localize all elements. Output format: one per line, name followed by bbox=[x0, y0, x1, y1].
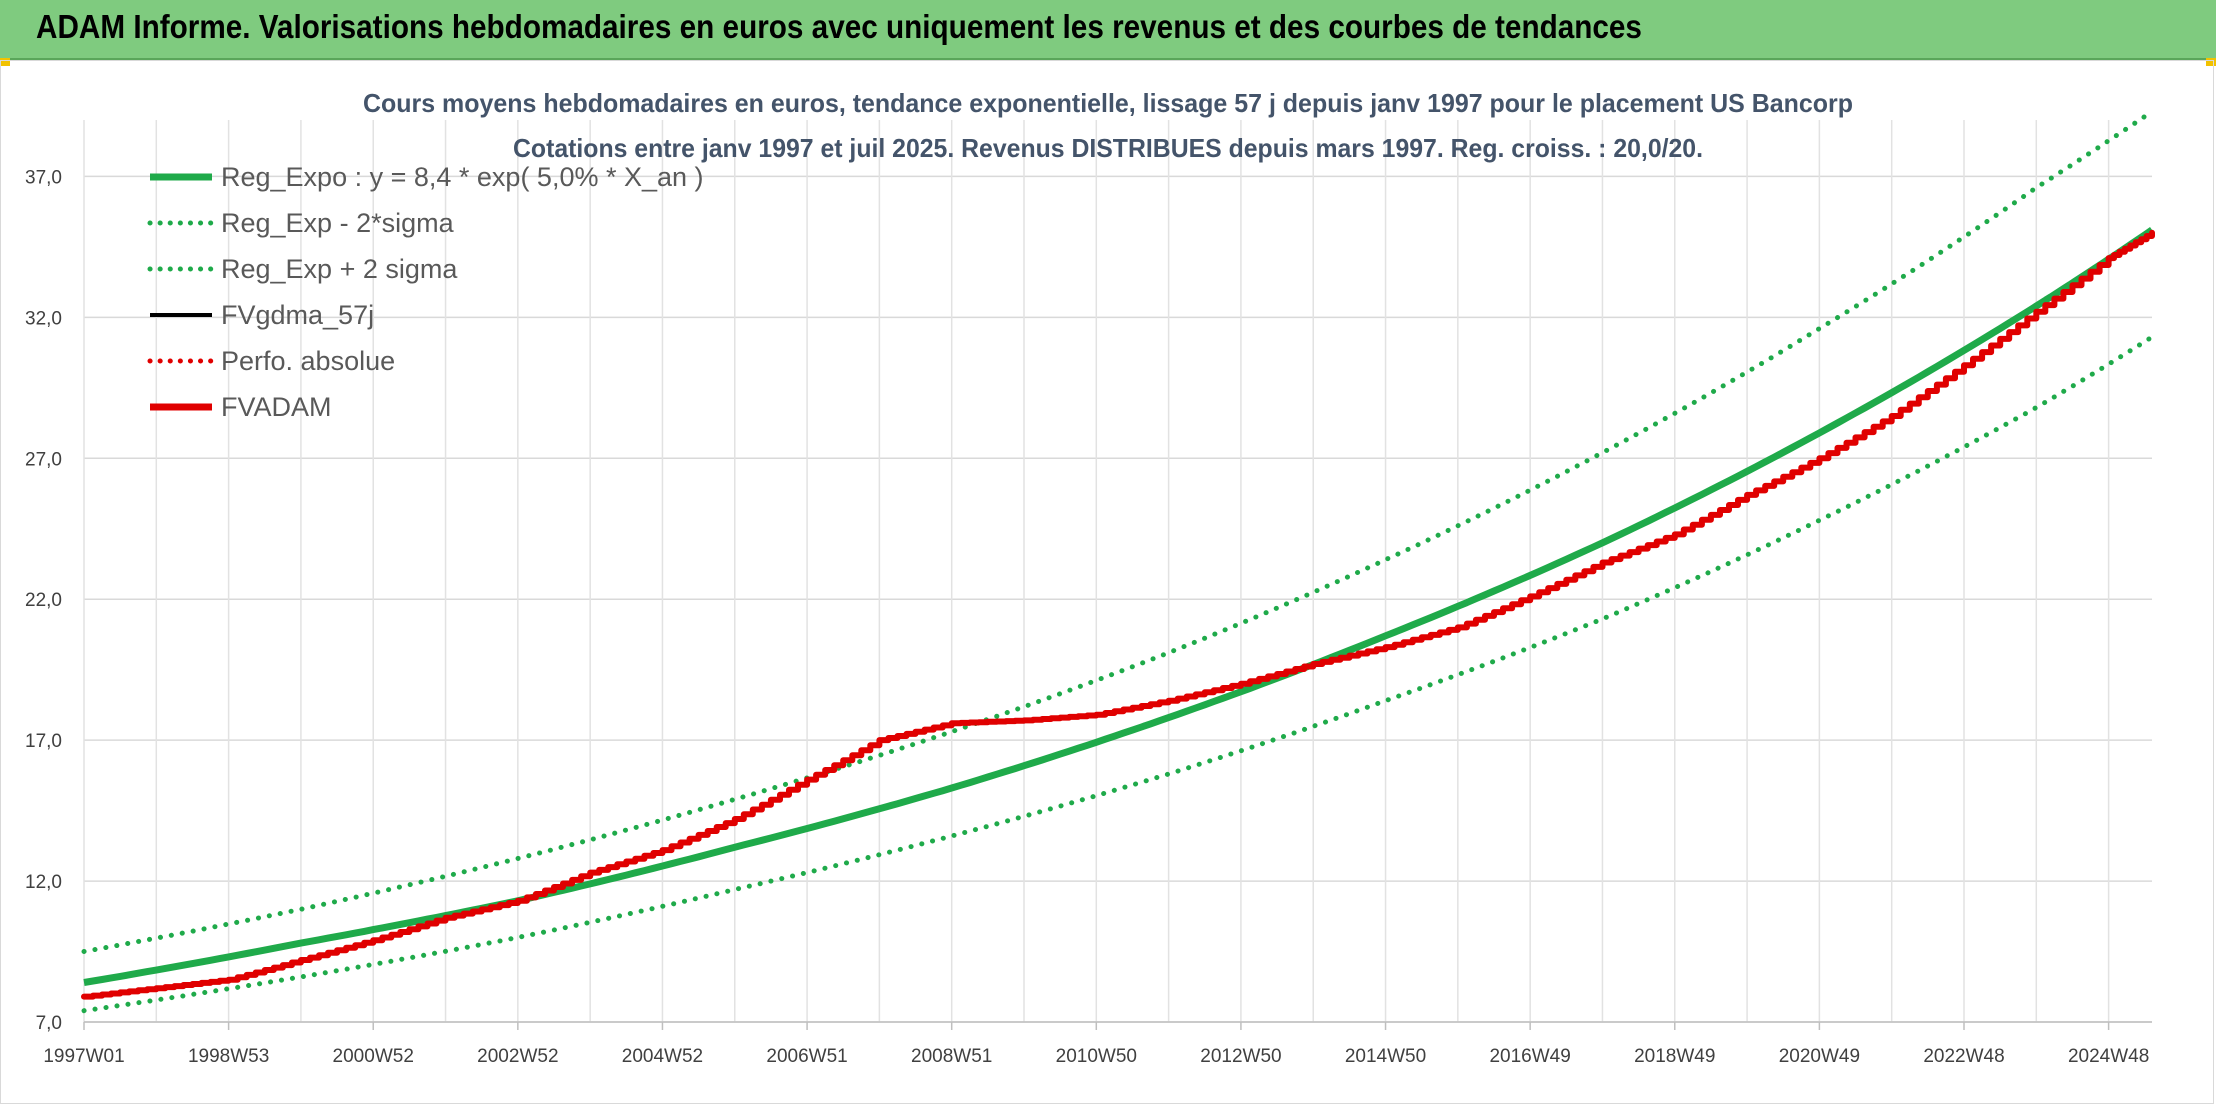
page-title: ADAM Informe. Valorisations hebdomadaire… bbox=[36, 8, 1642, 45]
x-tick-label: 2008W51 bbox=[911, 1046, 992, 1067]
series-line-reg-exp-2-sigma bbox=[81, 334, 2155, 1014]
chart-title-line2: Cotations entre janv 1997 et juil 2025. … bbox=[513, 133, 1703, 163]
y-tick-label: 32,0 bbox=[25, 308, 62, 329]
header-bar: ADAM Informe. Valorisations hebdomadaire… bbox=[0, 0, 2216, 60]
x-tick-label: 2004W52 bbox=[622, 1046, 703, 1067]
y-tick-label: 7,0 bbox=[36, 1013, 62, 1034]
legend-label: Reg_Exp - 2*sigma bbox=[221, 208, 455, 238]
y-tick-label: 37,0 bbox=[25, 167, 62, 188]
x-tick-label: 1998W53 bbox=[188, 1046, 269, 1067]
x-tick-label: 2014W50 bbox=[1345, 1046, 1426, 1067]
x-tick-label: 2016W49 bbox=[1489, 1046, 1570, 1067]
series-line-reg-expo-y-8-4-exp-5-0-x-an bbox=[83, 227, 2154, 986]
y-tick-label: 12,0 bbox=[25, 872, 62, 893]
x-tick-label: 2018W49 bbox=[1634, 1046, 1715, 1067]
x-tick-label: 2012W50 bbox=[1200, 1046, 1281, 1067]
chart-title-line1: Cours moyens hebdomadaires en euros, ten… bbox=[363, 88, 1853, 118]
corner-marker-left bbox=[0, 58, 10, 66]
x-tick-label: 2020W49 bbox=[1779, 1046, 1860, 1067]
x-tick-label: 2002W52 bbox=[477, 1046, 558, 1067]
x-tick-label: 2024W48 bbox=[2068, 1046, 2149, 1067]
series-line-fvadam bbox=[81, 229, 2155, 1000]
y-tick-label: 17,0 bbox=[25, 731, 62, 752]
x-tick-label: 2010W50 bbox=[1056, 1046, 1137, 1067]
legend-label: FVgdma_57j bbox=[221, 300, 374, 330]
legend-label: FVADAM bbox=[221, 392, 332, 422]
y-tick-label: 22,0 bbox=[25, 590, 62, 611]
x-tick-label: 2022W48 bbox=[1923, 1046, 2004, 1067]
legend-label: Reg_Exp + 2 sigma bbox=[221, 254, 458, 284]
x-tick-label: 2006W51 bbox=[766, 1046, 847, 1067]
legend-label: Reg_Expo : y = 8,4 * exp( 5,0% * X_an ) bbox=[221, 162, 704, 192]
corner-marker-right bbox=[2206, 58, 2216, 66]
chart-area: Cours moyens hebdomadaires en euros, ten… bbox=[0, 60, 2216, 1106]
legend-label: Perfo. absolue bbox=[221, 346, 395, 376]
line-chart: Cours moyens hebdomadaires en euros, ten… bbox=[25, 88, 2155, 1067]
x-tick-label: 1997W01 bbox=[43, 1046, 124, 1067]
y-tick-label: 27,0 bbox=[25, 449, 62, 470]
x-tick-label: 2000W52 bbox=[333, 1046, 414, 1067]
